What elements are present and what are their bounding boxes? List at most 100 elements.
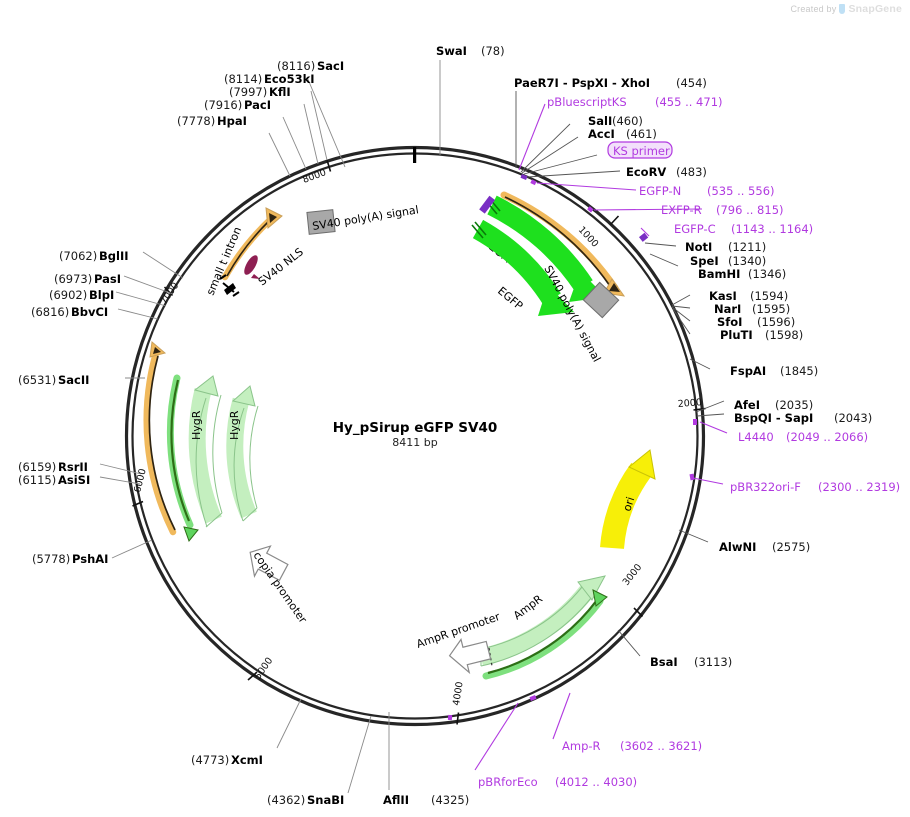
- feature-sv40-polya-left: SV40 poly(A) signal: [306, 203, 420, 235]
- primer-range: (455 .. 471): [655, 95, 723, 109]
- primer-label-egfp-c: EGFP-C (1143 .. 1164): [674, 222, 813, 236]
- feature-label-sv40-polya: SV40 poly(A) signal: [311, 203, 419, 233]
- enzyme-label-fspai: FspAI (1845): [730, 364, 818, 378]
- ruler-label: 7000: [158, 281, 181, 307]
- enzyme-position: (1340): [728, 254, 766, 268]
- enzyme-position: (4325): [431, 793, 469, 807]
- enzyme-name: XcmI: [231, 753, 263, 767]
- feature-label-hygr: HygR: [190, 410, 203, 440]
- snapgene-logo-icon: [839, 4, 846, 14]
- enzyme-position: (454): [676, 76, 707, 90]
- ruler-tick-4000: 4000: [451, 681, 466, 725]
- enzyme-label-saci: (8116) SacI: [277, 59, 344, 73]
- enzyme-label-sfoi: SfoI (1596): [717, 315, 795, 329]
- enzyme-label-nari: NarI (1595): [714, 302, 790, 316]
- feature-arrow-orange-left-top: [221, 207, 283, 281]
- enzyme-position: (1845): [780, 364, 818, 378]
- enzyme-label-bsai: BsaI (3113): [650, 655, 732, 669]
- enzyme-label-bamhi: BamHI (1346): [698, 267, 786, 281]
- feature-arrow-green-ampr: [482, 589, 608, 680]
- enzyme-label-alwni: AlwNI (2575): [719, 540, 810, 554]
- enzyme-name: BglII: [99, 249, 129, 263]
- enzyme-label-bspqi: BspQI - SapI (2043): [734, 411, 872, 425]
- enzyme-position: (5778): [32, 552, 70, 566]
- enzyme-name: BlpI: [89, 288, 114, 302]
- enzyme-name: AfeI: [734, 398, 760, 412]
- enzyme-name: EcoRV: [626, 165, 666, 179]
- enzyme-label-swai: SwaI (78): [436, 44, 505, 58]
- feature-label-egfp: EGFP: [495, 284, 525, 312]
- enzyme-label-aflii: AflII (4325): [383, 793, 469, 807]
- enzyme-position: (6816): [31, 305, 69, 319]
- enzyme-name: PaeR7I - PspXI - XhoI: [514, 76, 650, 90]
- enzyme-name: AlwNI: [719, 540, 756, 554]
- primer-label-exfp-r: EXFP-R (796 .. 815): [661, 203, 784, 217]
- enzyme-position: (2043): [834, 411, 872, 425]
- primer-range: (1143 .. 1164): [731, 222, 813, 236]
- primer-range: (2049 .. 2066): [786, 430, 868, 444]
- enzyme-name: PluTI: [720, 328, 753, 342]
- feature-label-ori: ori: [620, 495, 637, 513]
- enzyme-name: BsaI: [650, 655, 678, 669]
- enzyme-label-xcmi: (4773) XcmI: [191, 753, 263, 767]
- enzyme-position: (7997): [229, 85, 267, 99]
- enzyme-name: SacI: [317, 59, 344, 73]
- enzyme-label-asisi: (6115) AsiSI: [18, 473, 90, 487]
- primer-label-l4440: L4440 (2049 .. 2066): [738, 430, 868, 444]
- enzyme-position: (461): [626, 127, 657, 141]
- site-tick-swai: [413, 60, 441, 163]
- enzyme-label-spei: SpeI (1340): [690, 254, 766, 268]
- enzyme-position: (1594): [750, 289, 788, 303]
- enzyme-name: SacII: [58, 373, 89, 387]
- feature-sv40-nls: SV40 NLS: [244, 245, 306, 288]
- enzyme-name: SpeI: [690, 254, 719, 268]
- plasmid-title-group: Hy_pSirup eGFP SV40 8411 bp: [333, 420, 498, 449]
- feature-nls-mark-right: [479, 195, 496, 214]
- primer-name: KS primer: [613, 144, 670, 158]
- enzyme-name: KasI: [709, 289, 737, 303]
- enzyme-position: (483): [676, 165, 707, 179]
- enzyme-position: (8114): [224, 72, 262, 86]
- enzyme-label-bbvci: (6816) BbvCI: [31, 305, 108, 319]
- ruler-label: 2000: [677, 397, 702, 410]
- enzyme-label-paer7i: PaeR7I - PspXI - XhoI (454): [514, 76, 707, 90]
- primer-label-pbluescriptks: pBluescriptKS (455 .. 471): [547, 95, 723, 109]
- primer-label-ks-primer: KS primer: [607, 141, 673, 159]
- enzyme-label-kasi: KasI (1594): [709, 289, 788, 303]
- primer-name: EXFP-R: [661, 203, 702, 217]
- enzyme-position: (1346): [748, 267, 786, 281]
- leader-lines-left: [99, 76, 571, 794]
- enzyme-labels-bottom: (4773) XcmI (4362) SnaBI AflII (4325) pB…: [191, 739, 702, 807]
- enzyme-labels-right: PaeR7I - PspXI - XhoI (454) pBluescriptK…: [514, 76, 900, 669]
- enzyme-name: AsiSI: [58, 473, 90, 487]
- snapgene-watermark: Created by SnapGene: [790, 3, 902, 15]
- enzyme-name: FspAI: [730, 364, 766, 378]
- primer-marks: [447, 174, 697, 721]
- enzyme-label-pasi: (6973) PasI: [54, 272, 121, 286]
- enzyme-label-sali: SalI (460): [588, 114, 643, 128]
- feature-label-ampr: AmpR: [511, 592, 545, 622]
- enzyme-position: (4362): [267, 793, 305, 807]
- watermark-brand: SnapGene: [848, 3, 902, 15]
- ruler-tick-3000: 3000: [621, 562, 644, 618]
- primer-label-pbrforeco: pBRforEco (4012 .. 4030): [478, 775, 637, 789]
- enzyme-label-hpai: (7778) HpaI: [177, 114, 247, 128]
- primer-label-amp-r: Amp-R (3602 .. 3621): [562, 739, 702, 753]
- enzyme-name: RsrII: [58, 460, 88, 474]
- enzyme-position: (6159): [18, 460, 56, 474]
- primer-range: (4012 .. 4030): [555, 775, 637, 789]
- enzyme-position: (3113): [694, 655, 732, 669]
- enzyme-name: HpaI: [217, 114, 247, 128]
- feature-cds-hygr-1: HygR: [188, 375, 223, 528]
- enzyme-label-pshai: (5778) PshAI: [32, 552, 108, 566]
- feature-ori: ori: [600, 449, 656, 550]
- feature-arrow-green-left: [166, 374, 199, 543]
- enzyme-label-snabi: (4362) SnaBI: [267, 793, 344, 807]
- enzyme-name: SwaI: [436, 44, 467, 58]
- feature-label-sv40-nls: SV40 NLS: [256, 245, 306, 288]
- enzyme-label-rsrii: (6159) RsrII: [18, 460, 88, 474]
- enzyme-position: (7778): [177, 114, 215, 128]
- enzyme-position: (4773): [191, 753, 229, 767]
- enzyme-name: SalI: [588, 114, 612, 128]
